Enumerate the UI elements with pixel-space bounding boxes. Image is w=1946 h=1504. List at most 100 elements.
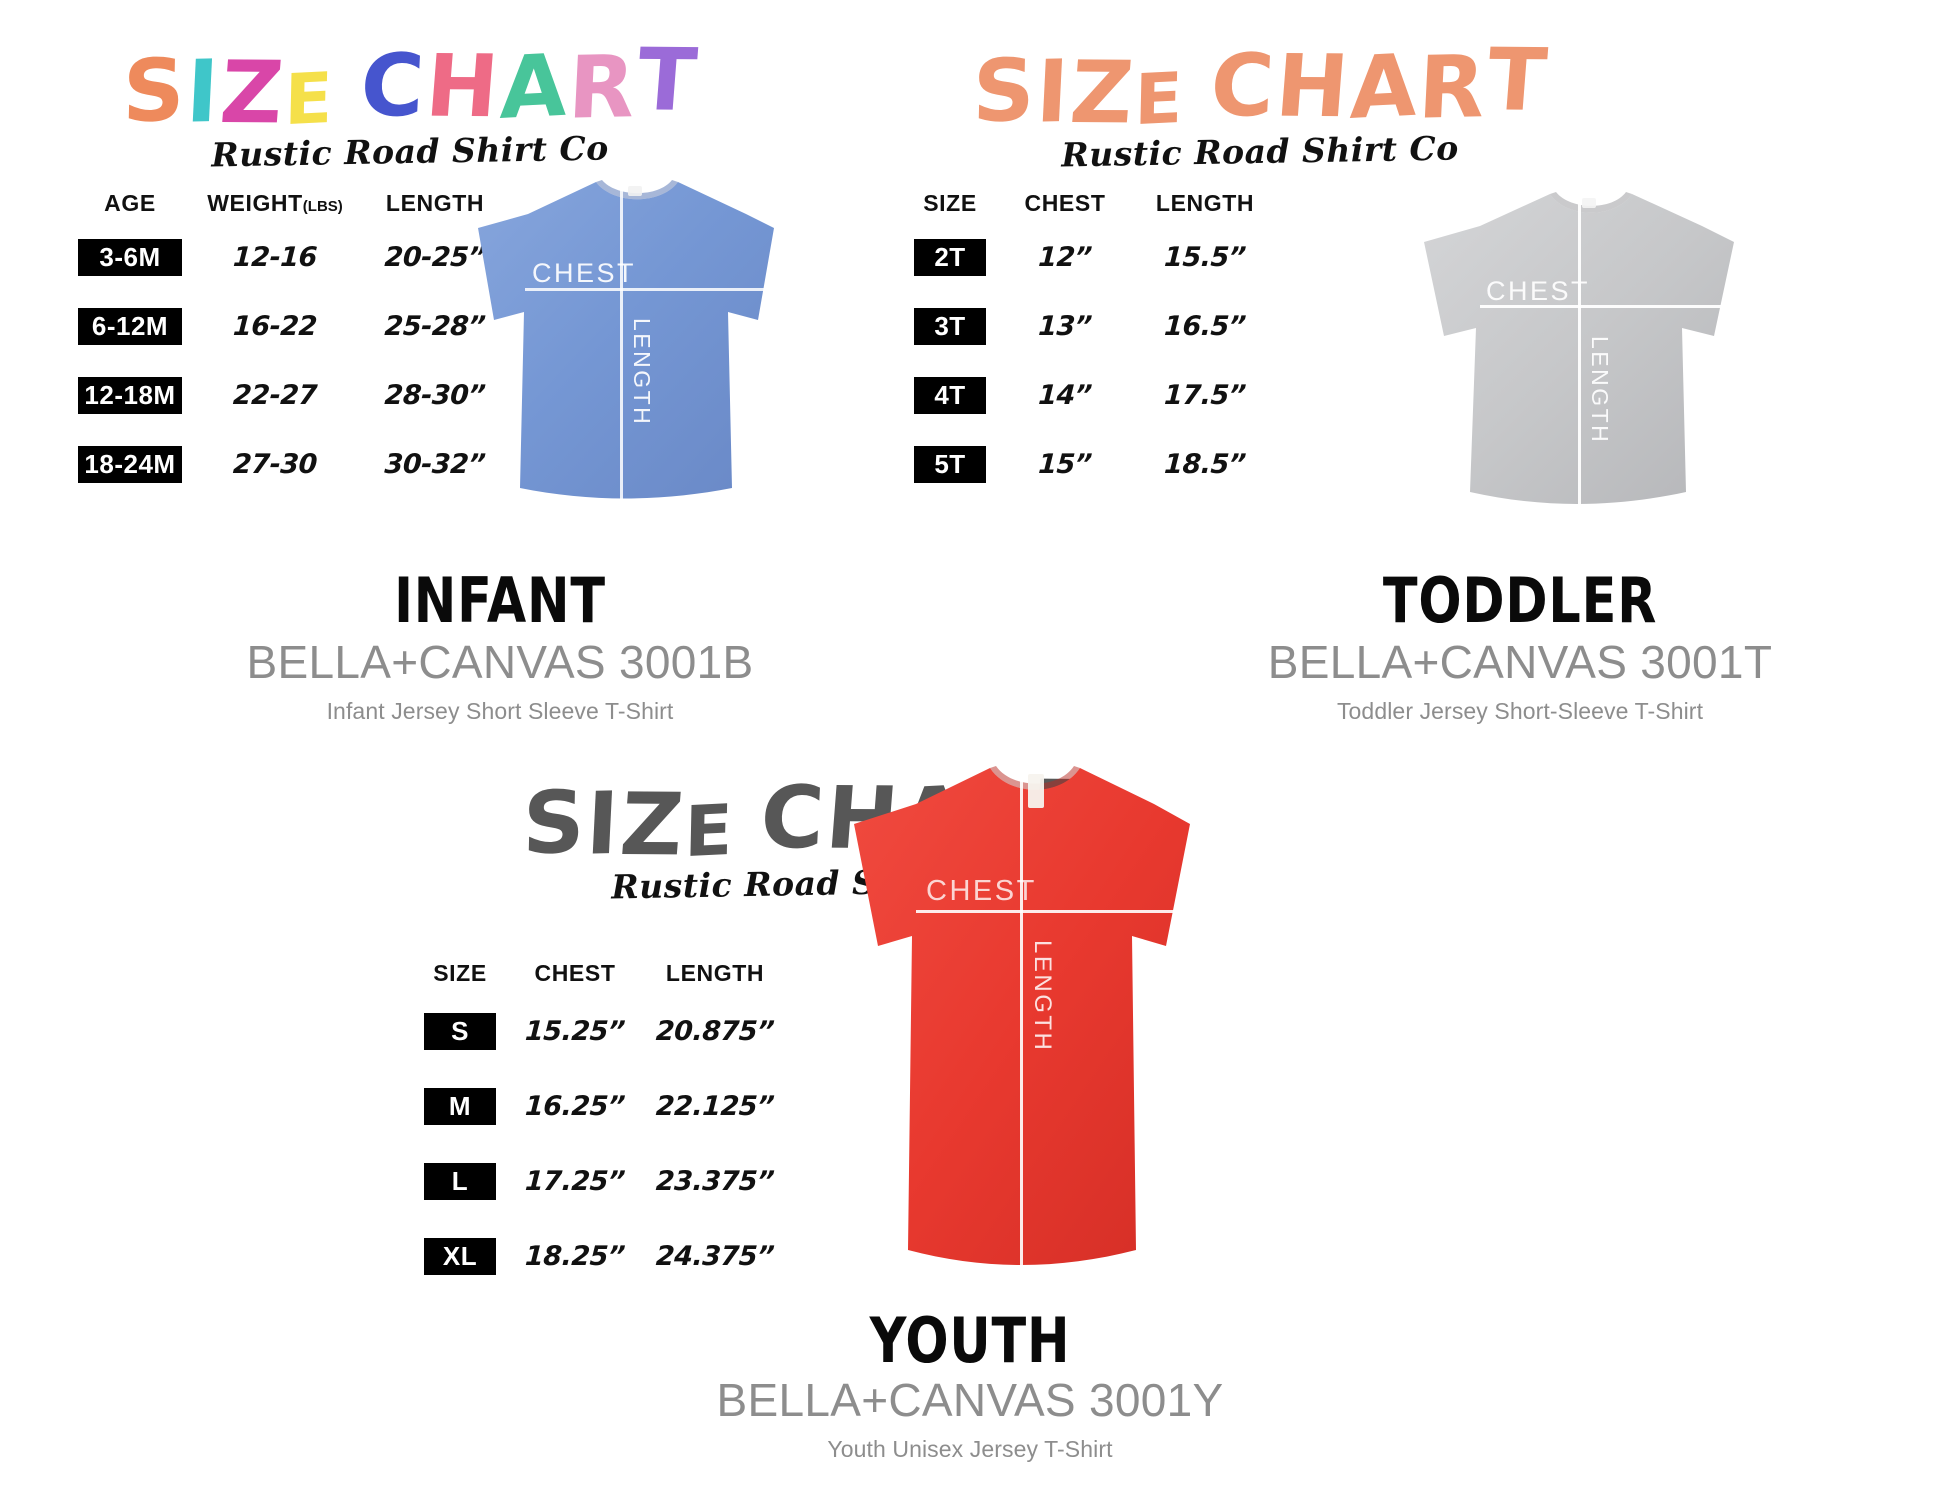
youth-size-table: SIZE CHEST LENGTH S 15.25” 20.875” M 16.… xyxy=(410,960,830,1275)
chest-value: 15.25” xyxy=(524,1016,626,1047)
chest-value: 18.25” xyxy=(524,1241,626,1272)
toddler-table-header: SIZE CHEST LENGTH xyxy=(900,190,1320,217)
toddler-shirt-illustration xyxy=(1424,192,1734,504)
toddler-col-length: LENGTH xyxy=(1155,190,1255,216)
size-badge: S xyxy=(424,1013,496,1050)
size-badge: 18-24M xyxy=(78,446,182,483)
table-row: 6-12M 16-22 25-28” xyxy=(70,308,510,345)
infant-col-weight: WEIGHT(LBS) xyxy=(190,190,360,217)
chest-measure-line xyxy=(916,910,1186,913)
title-letter-s-0: S xyxy=(121,39,188,143)
infant-title-rainbow: SIZE CHART Rustic Road Shirt Co xyxy=(120,30,701,174)
length-value: 18.5” xyxy=(1163,449,1247,480)
youth-col-chest: CHEST xyxy=(534,960,616,986)
table-row: 3-6M 12-16 20-25” xyxy=(70,239,510,276)
infant-col-age: AGE xyxy=(104,190,156,216)
infant-product-block: INFANT BELLA+CANVAS 3001B Infant Jersey … xyxy=(170,570,830,725)
infant-table-header: AGE WEIGHT(LBS) LENGTH xyxy=(70,190,510,217)
size-badge: L xyxy=(424,1163,496,1200)
youth-col-length: LENGTH xyxy=(665,960,765,986)
size-badge: 2T xyxy=(914,239,986,276)
title-letter-h-5: H xyxy=(422,36,504,138)
length-measure-line xyxy=(620,170,623,510)
youth-product-desc: Youth Unisex Jersey T-Shirt xyxy=(827,1436,1113,1463)
table-row: M 16.25” 22.125” xyxy=(410,1088,830,1125)
chest-value: 15” xyxy=(1037,449,1093,480)
weight-value: 22-27 xyxy=(232,380,318,411)
chest-value: 16.25” xyxy=(524,1091,626,1122)
title-word-gap xyxy=(333,118,359,119)
size-badge: 4T xyxy=(914,377,986,414)
chest-value: 17.25” xyxy=(524,1166,626,1197)
toddler-shirt-photo: CHEST LENGTH xyxy=(1310,180,1870,540)
youth-product-style: BELLA+CANVAS 3001Y xyxy=(716,1374,1224,1426)
size-badge: 6-12M xyxy=(78,308,182,345)
table-row: 4T 14” 17.5” xyxy=(900,377,1320,414)
chest-measure-line xyxy=(1480,305,1730,308)
youth-product-name: YOUTH xyxy=(869,1304,1071,1377)
length-value: 17.5” xyxy=(1163,380,1247,411)
title-letter-t-8: T xyxy=(633,30,702,131)
infant-chart-title: SIZE CHART xyxy=(117,30,703,144)
table-row: XL 18.25” 24.375” xyxy=(410,1238,830,1275)
title-letter-c-4: C xyxy=(1208,35,1279,138)
table-row: 2T 12” 15.5” xyxy=(900,239,1320,276)
toddler-size-table: SIZE CHEST LENGTH 2T 12” 15.5” 3T 13” 16… xyxy=(900,190,1320,483)
table-row: 5T 15” 18.5” xyxy=(900,446,1320,483)
table-row: L 17.25” 23.375” xyxy=(410,1163,830,1200)
youth-shirt-photo: CHEST LENGTH xyxy=(740,750,1300,1330)
toddler-product-style: BELLA+CANVAS 3001T xyxy=(1267,636,1773,688)
weight-value: 12-16 xyxy=(232,242,318,273)
title-letter-e-3: E xyxy=(1133,56,1186,142)
title-letter-h-5: H xyxy=(1272,36,1354,138)
youth-table-header: SIZE CHEST LENGTH xyxy=(410,960,830,987)
size-badge: M xyxy=(424,1088,496,1125)
size-badge: 5T xyxy=(914,446,986,483)
title-letter-z-2: Z xyxy=(1066,43,1139,144)
title-letter-a-6: A xyxy=(498,35,570,140)
infant-col-weight-unit: (LBS) xyxy=(302,198,343,215)
chest-measure-line xyxy=(525,288,765,291)
weight-value: 16-22 xyxy=(232,311,318,342)
table-row: S 15.25” 20.875” xyxy=(410,1013,830,1050)
title-letter-t-8: T xyxy=(1483,30,1552,131)
infant-product-style: BELLA+CANVAS 3001B xyxy=(246,636,754,688)
title-letter-e-3: E xyxy=(283,56,336,142)
table-row: 3T 13” 16.5” xyxy=(900,308,1320,345)
title-letter-s-0: S xyxy=(971,39,1038,143)
infant-col-weight-label: WEIGHT xyxy=(207,190,303,216)
toddler-product-desc: Toddler Jersey Short-Sleeve T-Shirt xyxy=(1336,698,1704,725)
size-badge: 3T xyxy=(914,308,986,345)
title-letter-a-6: A xyxy=(1348,35,1420,140)
title-letter-z-2: Z xyxy=(216,43,289,144)
panel-infant: SIZE CHART Rustic Road Shirt Co AGE WEIGH… xyxy=(60,30,940,770)
title-letter-e-3: E xyxy=(683,788,736,874)
youth-col-size: SIZE xyxy=(433,960,487,986)
table-row: 18-24M 27-30 30-32” xyxy=(70,446,510,483)
infant-shirt-photo: CHEST LENGTH xyxy=(360,170,920,540)
toddler-col-chest: CHEST xyxy=(1024,190,1106,216)
chest-value: 13” xyxy=(1037,311,1093,342)
title-letter-c-4: C xyxy=(358,35,429,138)
size-badge: 3-6M xyxy=(78,239,182,276)
chest-value: 14” xyxy=(1037,380,1093,411)
title-letter-r-7: R xyxy=(1416,37,1490,139)
toddler-product-name: TODDLER xyxy=(1382,564,1658,637)
toddler-title-block: SIZE CHART Rustic Road Shirt Co xyxy=(960,30,1560,174)
length-value: 15.5” xyxy=(1163,242,1247,273)
youth-product-block: YOUTH BELLA+CANVAS 3001Y Youth Unisex Je… xyxy=(600,1310,1340,1463)
weight-value: 27-30 xyxy=(232,449,318,480)
title-letter-s-0: S xyxy=(521,771,588,875)
length-value: 16.5” xyxy=(1163,311,1247,342)
infant-size-table: AGE WEIGHT(LBS) LENGTH 3-6M 12-16 20-25”… xyxy=(70,190,510,483)
length-measure-line xyxy=(1020,750,1023,1290)
size-badge: 12-18M xyxy=(78,377,182,414)
toddler-col-size: SIZE xyxy=(923,190,977,216)
toddler-product-block: TODDLER BELLA+CANVAS 3001T Toddler Jerse… xyxy=(1180,570,1860,725)
title-letter-z-2: Z xyxy=(616,775,689,876)
chest-value: 12” xyxy=(1037,242,1093,273)
title-word-gap xyxy=(1183,118,1209,119)
size-badge: XL xyxy=(424,1238,496,1275)
